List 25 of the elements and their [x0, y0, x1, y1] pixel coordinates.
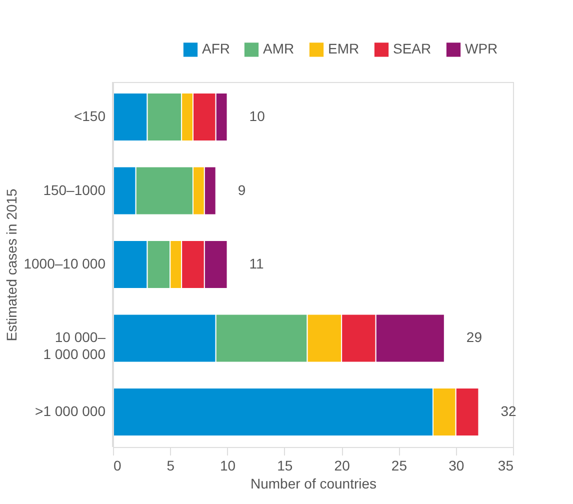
- legend-label: AFR: [202, 40, 230, 57]
- x-tick-label: 10: [220, 458, 236, 474]
- y-tick-label: 10 000– 1 000 000: [43, 329, 106, 362]
- y-axis-title: Estimated cases in 2015: [4, 188, 20, 342]
- x-tick-label: 0: [114, 458, 122, 474]
- x-tick-label: 5: [166, 458, 175, 474]
- x-tick-label: 20: [334, 458, 350, 474]
- x-tick-label: 25: [391, 458, 408, 474]
- total-label: 11: [249, 256, 264, 272]
- legend-label: WPR: [465, 40, 498, 57]
- y-tick-label: >1 000 000: [35, 402, 106, 419]
- x-tick-label: 30: [448, 458, 464, 474]
- total-label: 29: [466, 329, 482, 346]
- legend-label: AMR: [263, 40, 294, 57]
- legend-label: SEAR: [393, 40, 432, 57]
- x-tick-label: 15: [277, 458, 293, 474]
- x-tick-label: 35: [498, 458, 514, 474]
- y-tick-label: 1000–10 000: [24, 256, 106, 272]
- total-label: 9: [238, 182, 246, 198]
- total-label: 10: [249, 108, 266, 124]
- y-tick-label: 150–1000: [43, 182, 106, 198]
- y-tick-label: <150: [74, 108, 106, 124]
- total-label: 32: [500, 402, 516, 419]
- x-axis-title: Number of countries: [250, 476, 377, 492]
- legend-label: EMR: [328, 40, 360, 57]
